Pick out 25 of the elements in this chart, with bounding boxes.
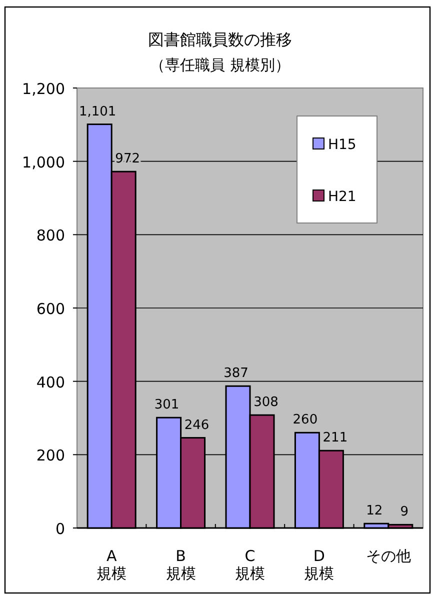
data-label: 1,101 bbox=[78, 104, 116, 120]
x-tick-label: A 規模 bbox=[96, 547, 127, 582]
data-label: 387 bbox=[224, 366, 248, 382]
x-tick-label: D 規模 bbox=[304, 547, 334, 582]
y-tick-label: 400 bbox=[36, 373, 65, 392]
y-tick-label: 1,000 bbox=[22, 153, 65, 172]
y-tick-label: 0 bbox=[55, 520, 65, 538]
data-label: 12 bbox=[366, 504, 383, 519]
y-tick-label: 800 bbox=[36, 226, 65, 245]
data-label: 246 bbox=[184, 418, 210, 433]
chart-subtitle: （専任職員 規模別） bbox=[150, 56, 290, 74]
legend-label: H21 bbox=[328, 189, 356, 205]
y-tick-label: 600 bbox=[36, 300, 65, 318]
x-tick-label: その他 bbox=[366, 547, 411, 565]
data-label: 9 bbox=[400, 504, 409, 520]
data-label: 308 bbox=[254, 395, 278, 410]
x-tick-label: B 規模 bbox=[166, 547, 196, 582]
data-label: 301 bbox=[154, 398, 180, 413]
x-tick-label: C 規模 bbox=[235, 547, 265, 582]
chart-title: 図書館職員数の推移 bbox=[148, 30, 292, 49]
legend-label: H15 bbox=[328, 137, 356, 153]
data-label: 211 bbox=[322, 430, 348, 446]
y-tick-label: 200 bbox=[36, 446, 65, 465]
data-label: 260 bbox=[292, 412, 318, 428]
y-tick-label: 1,200 bbox=[22, 80, 65, 98]
